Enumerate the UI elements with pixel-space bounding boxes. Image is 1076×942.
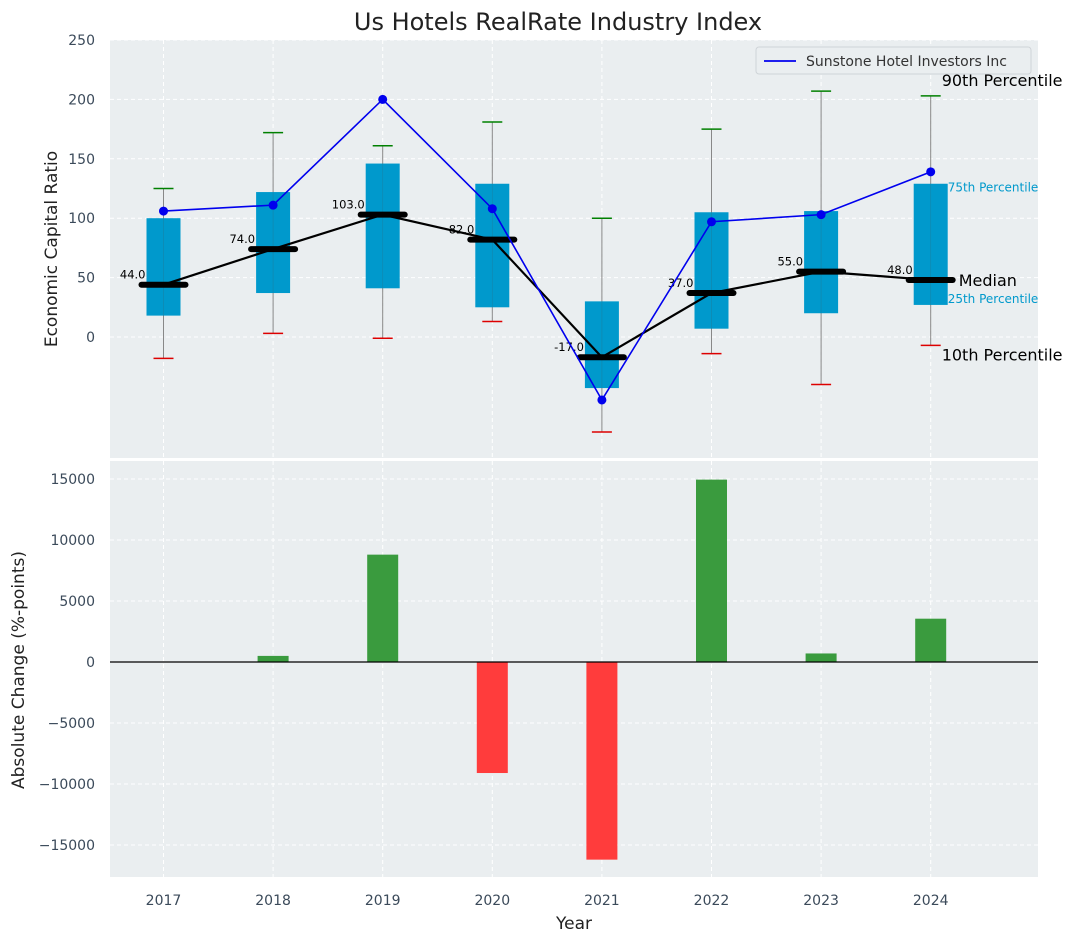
top-y-tick-label: 250 — [68, 33, 95, 49]
change-bar — [476, 662, 508, 774]
x-axis-label: Year — [555, 914, 592, 934]
p25-annotation: 25th Percentile — [948, 292, 1039, 306]
x-tick-label: 2024 — [913, 893, 949, 909]
company-series — [159, 94, 936, 405]
p10-annotation: 10th Percentile — [942, 345, 1063, 364]
x-tick-label: 2022 — [694, 893, 730, 909]
bottom-y-axis-label: Absolute Change (%-points) — [9, 551, 29, 789]
bottom-plot-area — [110, 461, 1038, 877]
legend: Sunstone Hotel Investors Inc — [755, 46, 1032, 75]
bottom-y-tick-label: 10000 — [50, 533, 95, 549]
top-y-tick-label: 200 — [68, 92, 95, 108]
median-value-label: 82.0 — [449, 223, 475, 237]
change-bar — [805, 653, 837, 662]
company-point — [816, 210, 826, 220]
change-bar — [696, 479, 727, 662]
p75-annotation: 75th Percentile — [948, 181, 1039, 195]
company-line — [163, 98, 931, 402]
x-tick-label: 2021 — [584, 893, 620, 909]
median-annotation: Median — [959, 271, 1017, 290]
bottom-y-tick-label: 0 — [86, 655, 95, 671]
x-tick-label: 2020 — [474, 893, 510, 909]
median-value-label: 55.0 — [777, 255, 803, 269]
median-series: 44.0 74.0 103.0 82.0 -17.0 37.0 55.0 48.0 — [120, 198, 956, 361]
bottom-y-tick-label: −10000 — [39, 777, 95, 793]
bottom-y-tick-label: −5000 — [48, 716, 95, 732]
change-bar — [257, 655, 289, 662]
bottom-y-tick-labels: −15000 −10000 −5000 0 5000 10000 15000 — [39, 472, 95, 854]
legend-box — [755, 46, 1032, 75]
company-point — [268, 200, 278, 210]
top-y-tick-label: 150 — [68, 152, 95, 168]
x-tick-labels: 2017 2018 2019 2020 2021 2022 2023 2024 — [146, 893, 949, 909]
median-value-label: 48.0 — [887, 263, 913, 277]
top-y-axis-label: Economic Capital Ratio — [42, 151, 62, 347]
top-y-tick-label: 50 — [77, 271, 95, 287]
company-point — [487, 204, 497, 214]
median-value-label: 103.0 — [332, 198, 365, 212]
legend-label: Sunstone Hotel Investors Inc — [806, 54, 1007, 70]
company-point — [378, 94, 388, 104]
bottom-y-tick-label: 15000 — [50, 472, 95, 488]
change-bar — [367, 554, 399, 662]
change-bars — [110, 479, 1038, 860]
chart-title: Us Hotels RealRate Industry Index — [354, 8, 762, 36]
top-y-tick-label: 0 — [86, 330, 95, 346]
top-y-tick-label: 100 — [68, 211, 95, 227]
median-line — [163, 213, 931, 359]
percentile-annotations: 90th Percentile 75th Percentile Median 25th… — [942, 71, 1063, 364]
x-tick-label: 2019 — [365, 893, 401, 909]
change-bar — [915, 618, 947, 662]
company-point — [926, 167, 936, 177]
x-tick-label: 2017 — [146, 893, 182, 909]
company-point — [159, 206, 168, 216]
x-tick-label: 2023 — [803, 893, 839, 909]
company-point — [707, 217, 716, 227]
change-bar — [586, 662, 618, 860]
top-y-tick-labels: 0 50 100 150 200 250 — [68, 33, 95, 346]
company-point — [597, 395, 607, 405]
median-value-label: 44.0 — [120, 268, 146, 282]
bottom-y-tick-label: −15000 — [39, 838, 95, 854]
percentile-boxes — [146, 90, 948, 433]
median-value-label: -17.0 — [554, 340, 584, 354]
bottom-y-tick-label: 5000 — [59, 594, 95, 610]
x-tick-label: 2018 — [255, 893, 291, 909]
p90-annotation: 90th Percentile — [942, 71, 1063, 90]
median-value-label: 74.0 — [229, 232, 255, 246]
median-value-label: 37.0 — [668, 276, 694, 290]
